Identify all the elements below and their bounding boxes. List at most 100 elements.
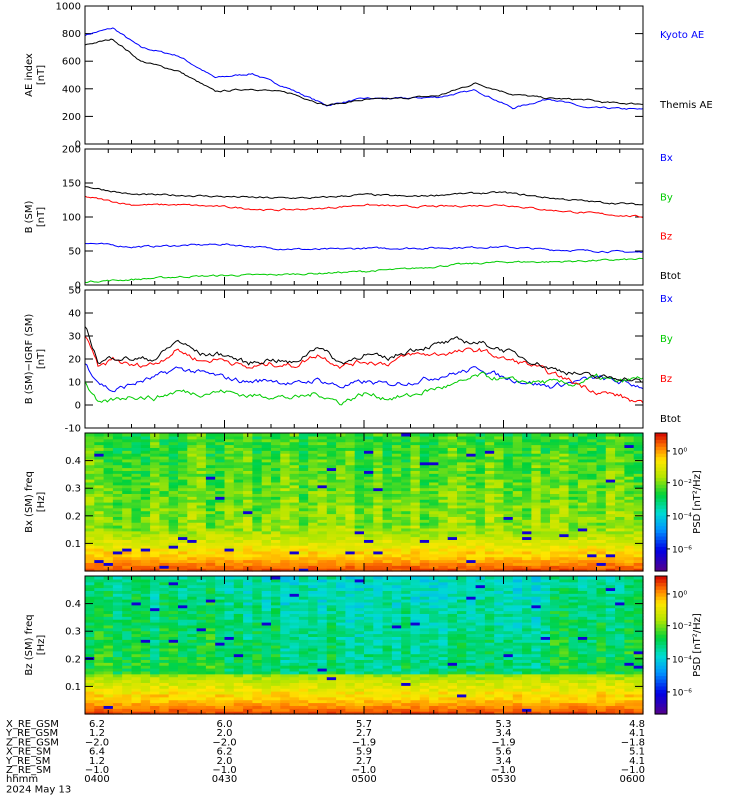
colorbar-cell (655, 478, 667, 482)
y-axis-label: B (SM) (24, 200, 35, 233)
spectrogram-cell (113, 576, 123, 579)
spectrogram-cell (215, 433, 225, 436)
panel-5: 0.10.20.30.4Bz (SM) freq[Hz]10⁰10⁻²10⁻⁴1… (24, 576, 703, 715)
spectrogram-cell (206, 576, 216, 579)
colorbar-cell (655, 526, 667, 530)
spectrogram-cell (420, 433, 430, 436)
spectrogram-cell (94, 433, 104, 436)
spectrogram-cell (169, 576, 179, 579)
y-axis-label-units: [Hz] (36, 492, 47, 513)
colorbar-cell (655, 433, 667, 437)
y-axis-label: AE index (24, 53, 35, 97)
colorbar-cell (655, 540, 667, 544)
spectrogram-cell (215, 576, 225, 579)
spectrogram-cell (308, 433, 318, 436)
colorbar-cell (655, 516, 667, 520)
y-axis-label-units: [nT] (36, 207, 47, 227)
legend-bz: Bz (660, 232, 672, 243)
colorbar-cell (655, 561, 667, 565)
spectrogram-cell (364, 433, 374, 436)
spectrogram-cell (299, 576, 309, 579)
colorbar-cell (655, 457, 667, 461)
spectrogram-cell (327, 576, 337, 579)
legend-kyoto-ae: Kyoto AE (660, 30, 704, 41)
spectrogram-cell (225, 576, 235, 579)
colorbar-cell (655, 537, 667, 541)
y-tick-label: 100 (62, 213, 81, 224)
y-tick-label: 200 (62, 112, 81, 123)
colorbar-cell (655, 485, 667, 489)
spectrogram-cell (373, 433, 383, 436)
spectrogram-cell (550, 433, 560, 436)
colorbar-cell (655, 495, 667, 499)
y-tick-label: 400 (62, 84, 81, 95)
colorbar-cell (655, 502, 667, 506)
spectrogram-cell (206, 433, 216, 436)
y-tick-label: 600 (62, 57, 81, 68)
colorbar-cell (655, 519, 667, 523)
spectrogram-cell (94, 576, 104, 579)
legend-btot: Btot (660, 414, 681, 425)
spectrogram-cell (299, 433, 309, 436)
colorbar-cell (655, 471, 667, 475)
y-tick-label: 1000 (56, 2, 81, 13)
y-tick-label: 0.3 (65, 484, 81, 495)
colorbar-cell (655, 464, 667, 468)
y-tick-label: 0.2 (65, 511, 81, 522)
spectrogram-cell (187, 576, 197, 579)
legend-bx: Bx (660, 153, 673, 164)
y-tick-label: 30 (68, 332, 81, 343)
y-tick-label: 50 (68, 286, 81, 297)
spectrogram-cell (559, 433, 569, 436)
spectrogram-cell (345, 433, 355, 436)
colorbar-cell (655, 499, 667, 503)
legend-by: By (660, 334, 673, 345)
colorbar-cell (655, 440, 667, 444)
spectrogram-cell (513, 433, 523, 436)
spectrogram-cell (401, 433, 411, 436)
spectrogram-cell (345, 576, 355, 579)
spectrogram-cell (504, 433, 514, 436)
legend-bz: Bz (660, 374, 672, 385)
spectrogram-cell (252, 433, 262, 436)
spectrogram-cell (364, 576, 374, 579)
y-tick-label: 10 (68, 378, 81, 389)
y-axis-label-units: [nT] (36, 65, 47, 85)
colorbar-cell (655, 450, 667, 454)
spectrogram-cell (578, 433, 588, 436)
colorbar-cell (655, 564, 667, 568)
spectrogram-cell (624, 433, 634, 436)
spectrogram-cell (113, 433, 123, 436)
spectrogram-cell (280, 576, 290, 579)
y-tick-label: 50 (68, 247, 81, 258)
legend-themis-ae: Themis AE (659, 100, 713, 111)
colorbar-cell (655, 468, 667, 472)
legend-by: By (660, 192, 673, 203)
colorbar-cell (655, 447, 667, 451)
spectrogram-cell (401, 576, 411, 579)
spectrogram-cell (448, 433, 458, 436)
colorbar-tick-label: 10⁰ (672, 447, 687, 457)
spectrogram-cell (392, 576, 402, 579)
colorbar-label: PSD [nT²/Hz] (692, 470, 703, 534)
spectrogram-cell (541, 433, 551, 436)
y-tick-label: 40 (68, 309, 81, 320)
colorbar-tick-label: 10⁻⁶ (672, 545, 692, 555)
spectrogram-cell (178, 576, 188, 579)
spectrogram-cell (634, 433, 644, 436)
spectrogram-cell (597, 433, 607, 436)
spectrogram-cell (466, 433, 476, 436)
y-axis-label: Bx (SM) freq (24, 471, 35, 533)
spectrogram-cell (122, 576, 132, 579)
spectrogram-cell (225, 433, 235, 436)
spectrogram-cell (262, 576, 272, 579)
spectrogram-cell (411, 433, 421, 436)
colorbar-cell (655, 488, 667, 492)
spectrogram-cell (587, 433, 597, 436)
spectrogram-cell (438, 433, 448, 436)
y-axis-label-units: [nT] (36, 349, 47, 369)
spectrogram-cell (85, 576, 95, 579)
spectrogram-cell (262, 433, 272, 436)
panel-4: 0.10.20.30.4Bx (SM) freq[Hz]10⁰10⁻²10⁻⁴1… (24, 433, 703, 572)
